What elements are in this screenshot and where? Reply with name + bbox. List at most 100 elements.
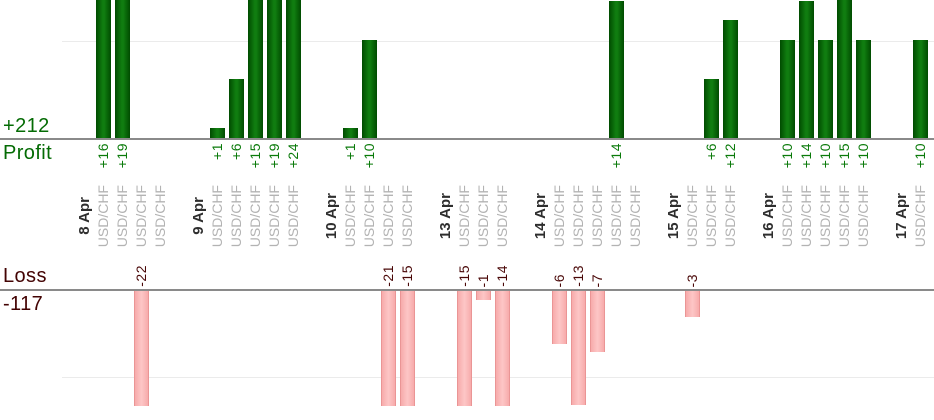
profit-axis-label: Profit (3, 142, 53, 164)
instrument-row: USD/CHF (284, 184, 303, 248)
instrument-row: USD/CHF (398, 184, 417, 248)
instrument-label: USD/CHF (342, 184, 358, 248)
date-group: 10 Apr +1 USD/CHF +10 USD/CHF -21 USD/CHF -15 US… (322, 0, 417, 420)
loss-bar (381, 291, 396, 406)
trade-column: +10 USD/CHF (360, 0, 379, 420)
trade-column: +1 USD/CHF (208, 0, 227, 420)
date-group: 14 Apr -6 USD/CHF -13 USD/CHF -7 USD/CHF +14 USD… (531, 0, 645, 420)
trade-column: +6 USD/CHF (227, 0, 246, 420)
instrument-row: USD/CHF (607, 184, 626, 248)
loss-value-row: -15 (455, 258, 474, 287)
trade-column: +19 USD/CHF (265, 0, 284, 420)
profit-bar (267, 0, 282, 138)
profit-value-label: +1 (209, 143, 225, 160)
instrument-row: USD/CHF (835, 184, 854, 248)
loss-value-row: -21 (379, 258, 398, 287)
loss-bar (552, 291, 567, 344)
instrument-label: USD/CHF (589, 184, 605, 248)
profit-bar (362, 40, 377, 138)
instrument-row: USD/CHF (797, 184, 816, 248)
instrument-row: USD/CHF (854, 184, 873, 248)
profit-value-label: +10 (912, 143, 928, 169)
loss-total: -117 (3, 293, 44, 315)
instrument-row: USD/CHF (246, 184, 265, 248)
date-label-row: 8 Apr (75, 184, 94, 248)
loss-value-label: -15 (456, 265, 472, 287)
instrument-label: USD/CHF (399, 184, 415, 248)
trade-column: +15 USD/CHF (246, 0, 265, 420)
trade-column: +10 USD/CHF (911, 0, 930, 420)
instrument-row: USD/CHF (113, 184, 132, 248)
trade-column: -22 USD/CHF (132, 0, 151, 420)
date-label-row: 14 Apr (531, 184, 550, 248)
trade-column: +16 USD/CHF (94, 0, 113, 420)
instrument-row: USD/CHF (778, 184, 797, 248)
date-label: 14 Apr (532, 192, 549, 240)
loss-value-row: -1 (474, 258, 493, 287)
profit-value-label: +14 (798, 143, 814, 169)
instrument-row: USD/CHF (151, 184, 170, 248)
date-column: 17 Apr (892, 0, 911, 420)
loss-value-label: -22 (133, 265, 149, 287)
date-group: 16 Apr +10 USD/CHF +14 USD/CHF +10 USD/CHF +15 U… (759, 0, 873, 420)
instrument-row: USD/CHF (94, 184, 113, 248)
loss-bar (457, 291, 472, 406)
profit-value-label: +1 (342, 143, 358, 160)
profit-bar (210, 128, 225, 138)
profit-value-label: +14 (608, 143, 624, 169)
date-group: 8 Apr +16 USD/CHF +19 USD/CHF -22 USD/CHF USD/C… (75, 0, 170, 420)
gridline-plus-10 (62, 41, 934, 42)
trade-column: -13 USD/CHF (569, 0, 588, 420)
instrument-label: USD/CHF (836, 184, 852, 248)
trade-column: +14 USD/CHF (797, 0, 816, 420)
instrument-row: USD/CHF (550, 184, 569, 248)
loss-value-label: -13 (570, 265, 586, 287)
instrument-label: USD/CHF (152, 184, 168, 248)
instrument-row: USD/CHF (493, 184, 512, 248)
profit-value-label: +15 (247, 143, 263, 169)
instrument-row: USD/CHF (132, 184, 151, 248)
instrument-label: USD/CHF (228, 184, 244, 248)
profit-value-label: +12 (722, 143, 738, 169)
profit-value-label: +19 (266, 143, 282, 169)
instrument-label: USD/CHF (912, 184, 928, 248)
profit-value-label: +6 (228, 143, 244, 160)
instrument-label: USD/CHF (247, 184, 263, 248)
instrument-label: USD/CHF (361, 184, 377, 248)
profit-bar (818, 40, 833, 138)
profit-bar (286, 0, 301, 138)
instrument-label: USD/CHF (570, 184, 586, 248)
profit-value-label: +10 (779, 143, 795, 169)
instrument-row: USD/CHF (911, 184, 930, 248)
profit-bar (780, 40, 795, 138)
date-label: 17 Apr (893, 192, 910, 240)
instrument-row: USD/CHF (569, 184, 588, 248)
date-label: 15 Apr (665, 192, 682, 240)
date-label: 16 Apr (760, 192, 777, 240)
date-group: 13 Apr -15 USD/CHF -1 USD/CHF -14 USD/CHF (436, 0, 512, 420)
instrument-label: USD/CHF (855, 184, 871, 248)
instrument-row: USD/CHF (227, 184, 246, 248)
date-column: 13 Apr (436, 0, 455, 420)
trade-column: +24 USD/CHF (284, 0, 303, 420)
loss-bar (495, 291, 510, 406)
date-group: 15 Apr -3 USD/CHF +6 USD/CHF +12 USD/CHF (664, 0, 740, 420)
profit-bar (343, 128, 358, 138)
instrument-row: USD/CHF (341, 184, 360, 248)
loss-value-label: -14 (494, 265, 510, 287)
loss-value-label: -1 (475, 273, 491, 287)
date-label-row: 13 Apr (436, 184, 455, 248)
instrument-label: USD/CHF (779, 184, 795, 248)
instrument-row: USD/CHF (702, 184, 721, 248)
profit-bar (248, 0, 263, 138)
loss-bar (685, 291, 700, 318)
loss-value-row: -13 (569, 258, 588, 287)
trade-column: -3 USD/CHF (683, 0, 702, 420)
loss-value-label: -6 (551, 273, 567, 287)
date-column: 14 Apr (531, 0, 550, 420)
loss-value-label: -21 (380, 265, 396, 287)
trade-column: -14 USD/CHF (493, 0, 512, 420)
instrument-row: USD/CHF (588, 184, 607, 248)
instrument-row: USD/CHF (816, 184, 835, 248)
